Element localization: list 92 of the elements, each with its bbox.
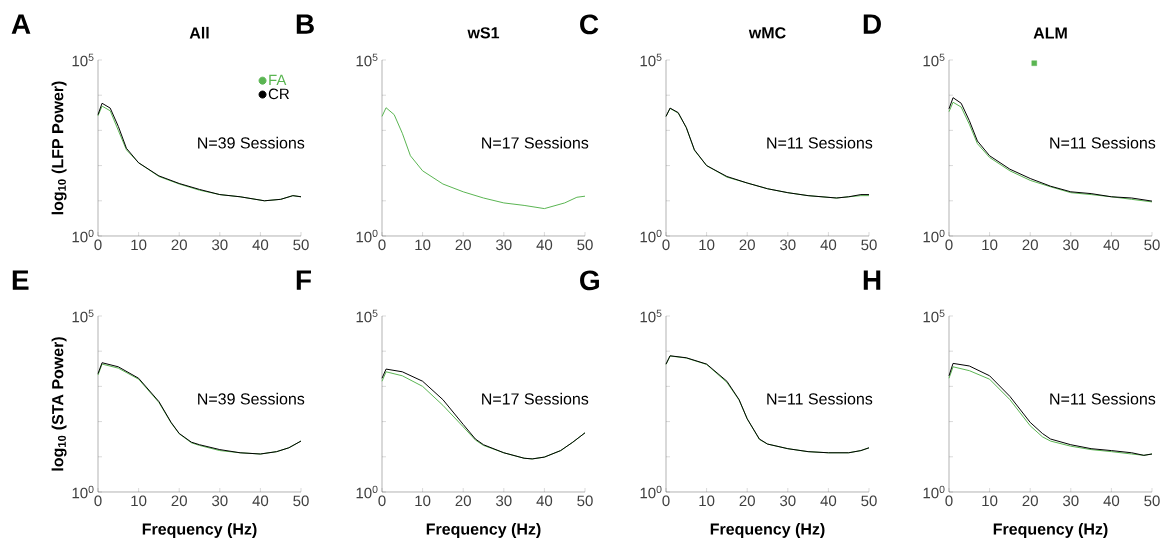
- y-tick-label: 10$^{0}$: [72, 229, 94, 243]
- chart-title: ALM: [1033, 27, 1067, 39]
- x-tick-label: 50: [577, 495, 593, 507]
- x-tick-label: 10: [131, 495, 147, 507]
- x-tick-label: 50: [293, 239, 309, 251]
- x-tick-label: 40: [536, 239, 553, 251]
- y-tick-label: 10$^{5}$: [640, 53, 662, 67]
- y-tick-label: 10$^{0}$: [356, 485, 378, 499]
- x-tick-label: 50: [861, 239, 877, 251]
- y-tick-label: 10$^{5}$: [356, 53, 378, 67]
- x-tick-label: 50: [1144, 239, 1160, 251]
- x-tick-label: 40: [1103, 495, 1120, 507]
- legend-label: FA: [269, 74, 287, 86]
- chart-title: wS1: [467, 27, 500, 39]
- x-axis-title: Frequency (Hz): [426, 523, 541, 538]
- text: F: [296, 270, 311, 290]
- x-tick-label: 0: [945, 239, 953, 251]
- x-tick-label: 30: [496, 239, 512, 251]
- text: H: [863, 270, 881, 290]
- y-tick-label: 10$^{5}$: [72, 53, 94, 67]
- x-tick-label: 20: [171, 239, 187, 251]
- y-tick-label: 10$^{0}$: [923, 485, 945, 499]
- annotation: N=11 Sessions: [767, 392, 873, 405]
- y-axis-title: log$_{10}$ (LFP Power): [51, 81, 67, 215]
- x-tick-label: 20: [171, 495, 187, 507]
- y-tick-label: 10$^{0}$: [356, 229, 378, 243]
- y-tick-label: 10$^{5}$: [923, 309, 945, 323]
- text: G: [580, 270, 599, 291]
- x-tick-label: 0: [378, 239, 386, 251]
- x-tick-label: 40: [536, 495, 553, 507]
- x-tick-label: 20: [1022, 495, 1038, 507]
- x-tick-label: 30: [496, 495, 512, 507]
- x-tick-label: 10: [699, 495, 715, 507]
- x-tick-label: 0: [94, 495, 102, 507]
- x-tick-label: 20: [739, 495, 755, 507]
- x-tick-label: 10: [699, 239, 715, 251]
- x-tick-label: 0: [662, 239, 670, 251]
- annotation: N=11 Sessions: [767, 136, 873, 149]
- x-tick-label: 50: [861, 495, 877, 507]
- x-tick-label: 0: [662, 495, 670, 507]
- text: C: [580, 14, 599, 35]
- x-tick-label: 0: [94, 239, 102, 251]
- y-tick-label: 10$^{0}$: [640, 485, 662, 499]
- y-tick-label: 10$^{5}$: [72, 309, 94, 323]
- x-tick-label: 10: [982, 495, 998, 507]
- x-tick-label: 30: [1063, 495, 1079, 507]
- y-axis-title: log$_{10}$ (STA Power): [51, 337, 67, 471]
- text: E: [12, 270, 29, 290]
- x-axis-title: Frequency (Hz): [710, 523, 825, 538]
- text: A: [11, 14, 31, 34]
- x-tick-label: 20: [739, 239, 755, 251]
- x-tick-label: 40: [1103, 239, 1120, 251]
- y-tick-label: 10$^{5}$: [356, 309, 378, 323]
- annotation: N=11 Sessions: [1050, 136, 1156, 149]
- y-tick-label: 10$^{5}$: [923, 53, 945, 67]
- chart-title: wMC: [748, 27, 786, 39]
- x-tick-label: 30: [1063, 239, 1079, 251]
- annotation: N=39 Sessions: [198, 136, 305, 149]
- x-tick-label: 50: [1144, 495, 1160, 507]
- x-tick-label: 50: [577, 239, 593, 251]
- x-axis-title: Frequency (Hz): [993, 523, 1108, 538]
- x-tick-label: 40: [252, 239, 269, 251]
- x-tick-label: 0: [945, 495, 953, 507]
- text: D: [863, 14, 881, 34]
- x-tick-label: 40: [252, 495, 269, 507]
- x-tick-label: 20: [455, 495, 471, 507]
- x-tick-label: 10: [982, 239, 998, 251]
- annotation: N=39 Sessions: [198, 392, 305, 405]
- x-tick-label: 10: [415, 495, 431, 507]
- x-tick-label: 40: [820, 495, 837, 507]
- y-tick-label: 10$^{0}$: [72, 485, 94, 499]
- annotation: N=17 Sessions: [482, 392, 589, 405]
- legend-label: CR: [268, 88, 290, 100]
- x-axis-title: Frequency (Hz): [142, 523, 257, 538]
- y-tick-label: 10$^{0}$: [923, 229, 945, 243]
- x-tick-label: 30: [780, 495, 796, 507]
- x-tick-label: 20: [455, 239, 471, 251]
- y-tick-label: 10$^{0}$: [640, 229, 662, 243]
- x-tick-label: 10: [131, 239, 147, 251]
- x-tick-label: 50: [293, 495, 309, 507]
- x-tick-label: 0: [378, 495, 386, 507]
- x-tick-label: 30: [212, 239, 228, 251]
- x-tick-label: 10: [415, 239, 431, 251]
- chart-title: All: [189, 26, 209, 39]
- text: B: [296, 14, 314, 34]
- y-tick-label: 10$^{5}$: [640, 309, 662, 323]
- annotation: N=11 Sessions: [1050, 392, 1156, 405]
- x-tick-label: 40: [820, 239, 837, 251]
- x-tick-label: 30: [780, 239, 796, 251]
- x-tick-label: 30: [212, 495, 228, 507]
- x-tick-label: 20: [1022, 239, 1038, 251]
- annotation: N=17 Sessions: [482, 136, 589, 149]
